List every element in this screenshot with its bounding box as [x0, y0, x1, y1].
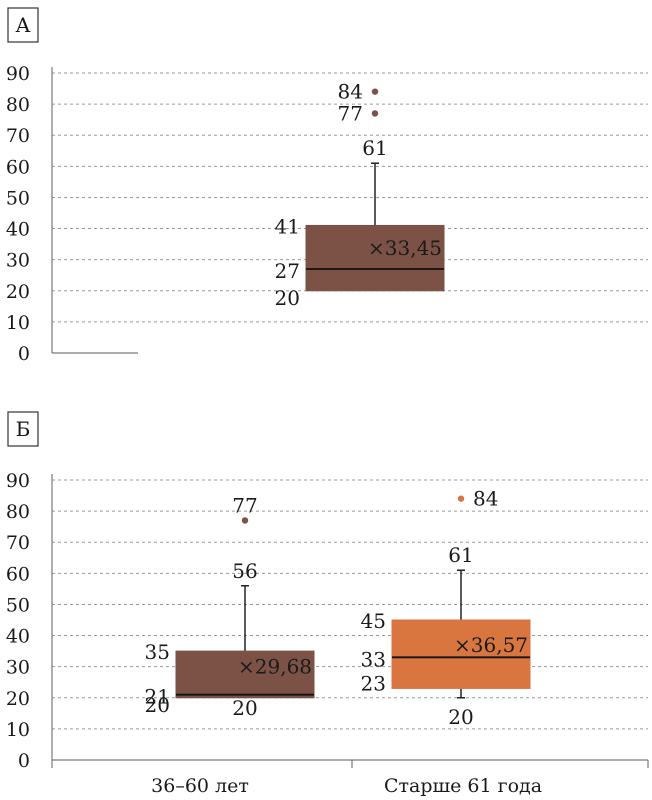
panel-label-box [7, 7, 39, 43]
outlier-label: 84 [473, 487, 498, 511]
outlier-label: 84 [338, 80, 363, 104]
min-label: 20 [145, 693, 170, 717]
q3-label: 35 [145, 640, 170, 664]
median-label: 33 [361, 647, 386, 671]
y-tick-label: 40 [6, 626, 30, 648]
box-b-1: ×36,57 45 33 20 23 61 84 [361, 487, 531, 729]
median-label: 21 [145, 685, 170, 709]
whisker-min-label: 20 [232, 696, 257, 720]
outlier-point [371, 110, 379, 117]
y-tick-label: 60 [6, 156, 30, 178]
q1-label: 23 [361, 671, 386, 695]
outlier-point [371, 88, 379, 95]
y-tick-label: 60 [6, 563, 30, 585]
max-label: 56 [232, 559, 257, 583]
y-tick-label: 20 [6, 688, 30, 710]
min-label: 20 [448, 705, 473, 729]
y-tick-label: 80 [6, 501, 30, 523]
y-tick-label: 10 [6, 719, 30, 741]
y-tick-label: 30 [6, 657, 30, 679]
y-tick-label: 30 [6, 250, 30, 272]
max-label: 61 [448, 543, 473, 567]
y-tick-label: 90 [6, 63, 30, 85]
max-label: 61 [362, 136, 387, 160]
y-tick-label: 0 [18, 750, 30, 772]
y-tick-label: 80 [6, 94, 30, 116]
y-tick-label: 20 [6, 281, 30, 303]
x-category-label: Старше 61 года [384, 775, 542, 797]
outlier-label: 77 [338, 101, 363, 125]
panel-label: Б [16, 417, 31, 441]
panel-label-box [7, 411, 39, 447]
median-label: 27 [275, 259, 300, 283]
q3-label: 45 [361, 609, 386, 633]
min-label: 20 [275, 286, 300, 310]
box-iqr [391, 619, 531, 689]
panel-label: А [15, 13, 30, 37]
mean-label: ×29,68 [238, 655, 312, 679]
mean-label: ×33,45 [368, 236, 442, 260]
y-tick-label: 0 [18, 343, 30, 365]
mean-label: ×36,57 [454, 633, 528, 657]
y-tick-label: 50 [6, 594, 30, 616]
box-iqr [305, 224, 445, 292]
y-tick-label: 40 [6, 219, 30, 241]
x-category-label: 36–60 лет [151, 775, 249, 797]
y-tick-label: 70 [6, 532, 30, 554]
y-tick-label: 10 [6, 312, 30, 334]
outlier-point [457, 495, 465, 502]
box-iqr [175, 650, 315, 699]
outlier-label: 77 [232, 493, 257, 517]
outlier-point [241, 517, 249, 524]
y-tick-label: 70 [6, 125, 30, 147]
y-tick-label: 90 [6, 470, 30, 492]
q3-label: 41 [275, 214, 300, 238]
y-tick-label: 50 [6, 187, 30, 209]
